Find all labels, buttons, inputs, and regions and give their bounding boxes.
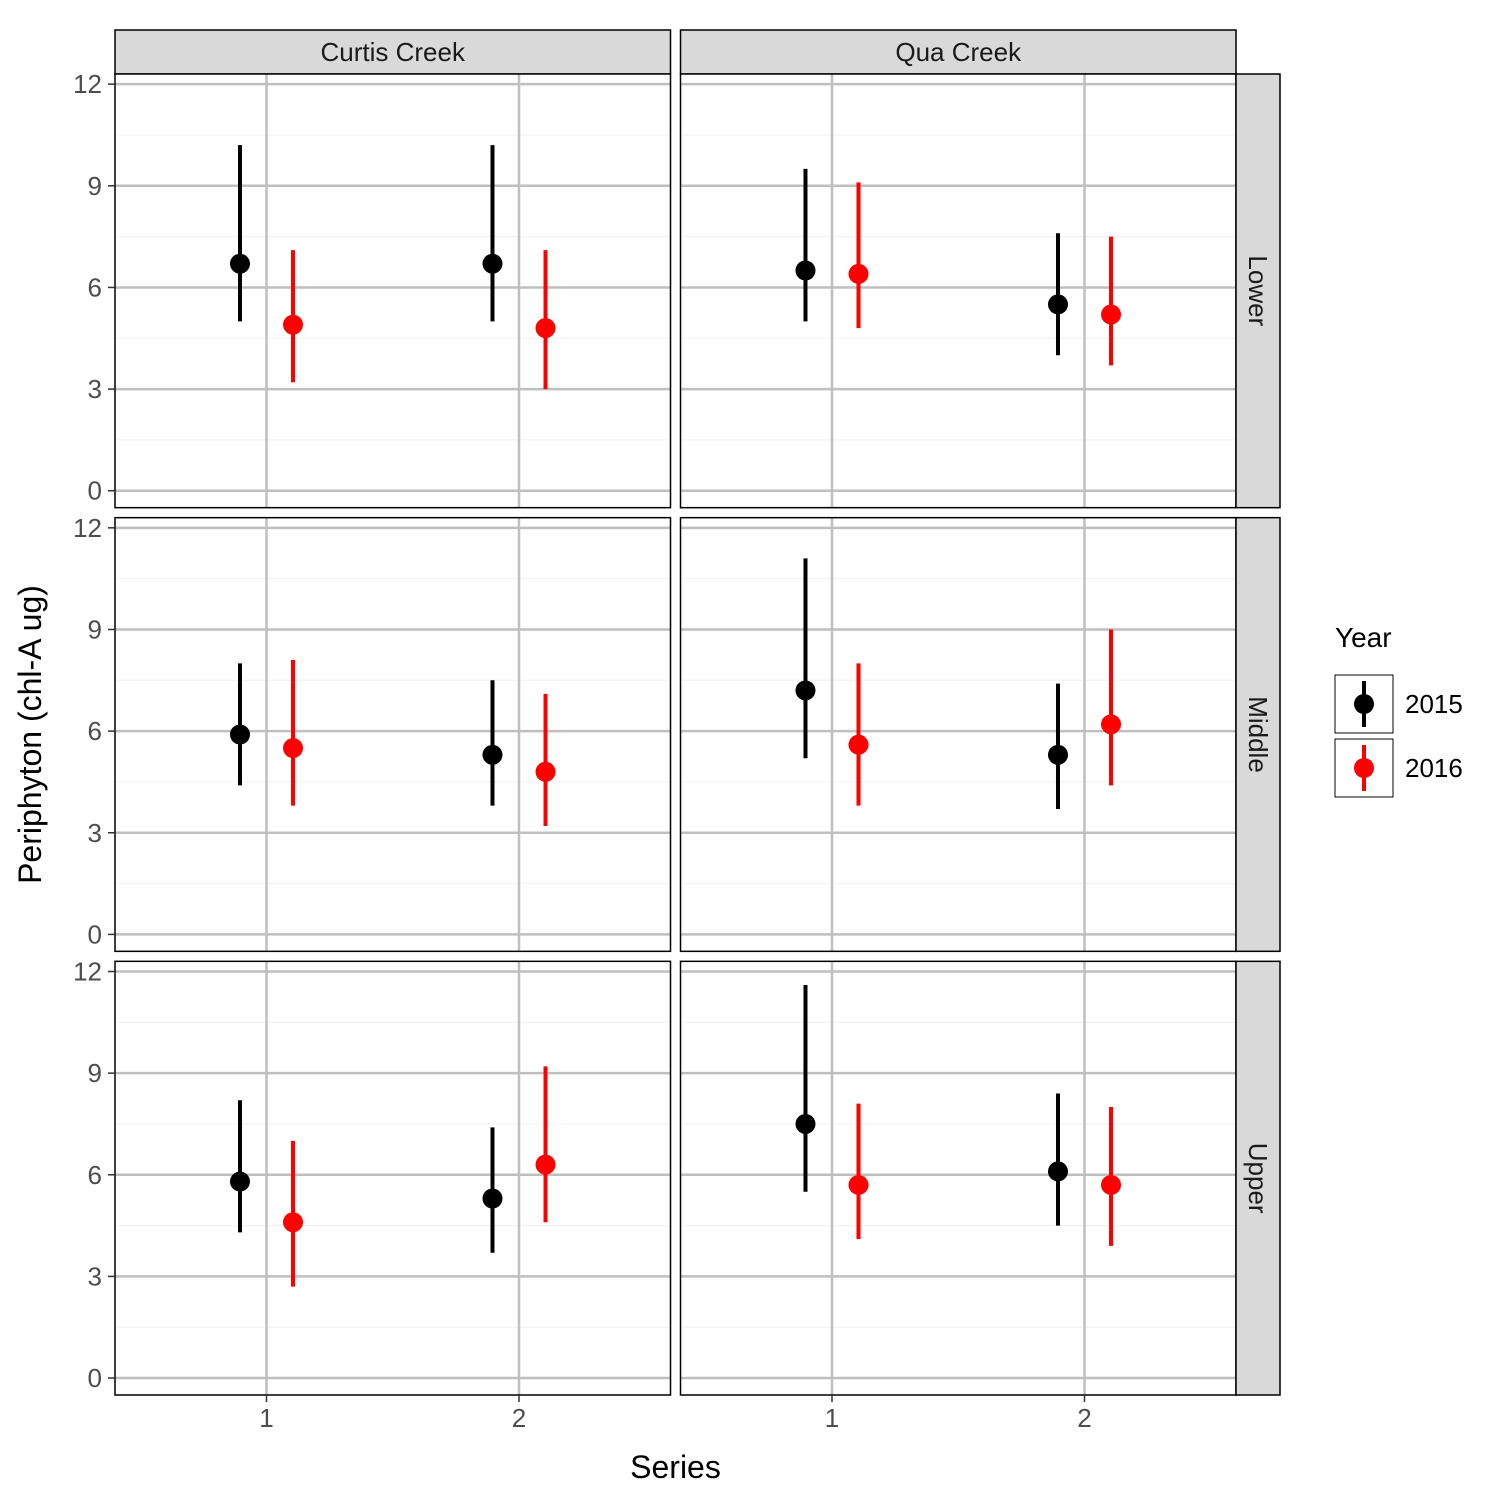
row-strip-label: Upper <box>1243 1143 1273 1214</box>
col-strip-label: Curtis Creek <box>321 37 466 67</box>
legend-point <box>1354 758 1374 778</box>
row-strip-label: Lower <box>1243 255 1273 326</box>
panel <box>115 961 671 1395</box>
y-tick-label: 9 <box>88 1058 102 1088</box>
y-tick-label: 6 <box>88 272 102 302</box>
y-axis-title: Periphyton (chl-A ug) <box>12 585 48 884</box>
chart-root: Curtis Creek Qua Creek Lower Middle Upper 0 3 6… <box>0 0 1500 1499</box>
data-point <box>849 735 869 755</box>
y-tick-label: 9 <box>88 171 102 201</box>
data-point <box>849 1175 869 1195</box>
y-tick-label: 0 <box>88 1363 102 1393</box>
data-point <box>482 254 502 274</box>
legend-label: 2015 <box>1405 689 1463 719</box>
x-tick-label: 2 <box>1077 1403 1091 1433</box>
data-point <box>795 680 815 700</box>
data-point <box>1048 745 1068 765</box>
data-point <box>849 264 869 284</box>
col-strip-label: Qua Creek <box>895 37 1022 67</box>
data-point <box>536 318 556 338</box>
y-tick-label: 9 <box>88 614 102 644</box>
data-point <box>1048 1161 1068 1181</box>
row-strip-label: Middle <box>1243 696 1273 773</box>
panel <box>681 74 1237 508</box>
panel <box>115 74 671 508</box>
data-point <box>1101 1175 1121 1195</box>
y-tick-label: 12 <box>73 69 102 99</box>
panel <box>115 518 671 952</box>
y-tick-label: 0 <box>88 919 102 949</box>
panel <box>681 518 1237 952</box>
data-point <box>283 738 303 758</box>
x-tick-label: 2 <box>512 1403 526 1433</box>
y-tick-label: 3 <box>88 374 102 404</box>
x-axis-title: Series <box>630 1449 721 1485</box>
data-point <box>536 762 556 782</box>
y-tick-label: 12 <box>73 956 102 986</box>
x-tick-label: 1 <box>825 1403 839 1433</box>
facet-chart: Curtis Creek Qua Creek Lower Middle Upper 0 3 6… <box>0 0 1500 1499</box>
data-point <box>482 745 502 765</box>
y-tick-label: 3 <box>88 818 102 848</box>
legend-title: Year <box>1335 622 1392 653</box>
data-point <box>230 1172 250 1192</box>
y-tick-label: 3 <box>88 1261 102 1291</box>
data-point <box>1101 305 1121 325</box>
y-tick-label: 6 <box>88 716 102 746</box>
legend-point <box>1354 694 1374 714</box>
data-point <box>795 261 815 281</box>
x-tick-label: 1 <box>259 1403 273 1433</box>
y-tick-label: 12 <box>73 513 102 543</box>
legend-label: 2016 <box>1405 753 1463 783</box>
data-point <box>1101 714 1121 734</box>
panel <box>681 961 1237 1395</box>
data-point <box>283 1212 303 1232</box>
y-tick-label: 0 <box>88 476 102 506</box>
data-point <box>283 315 303 335</box>
data-point <box>230 254 250 274</box>
data-point <box>230 725 250 745</box>
data-point <box>795 1114 815 1134</box>
data-point <box>536 1155 556 1175</box>
data-point <box>1048 294 1068 314</box>
y-tick-label: 6 <box>88 1160 102 1190</box>
data-point <box>482 1188 502 1208</box>
